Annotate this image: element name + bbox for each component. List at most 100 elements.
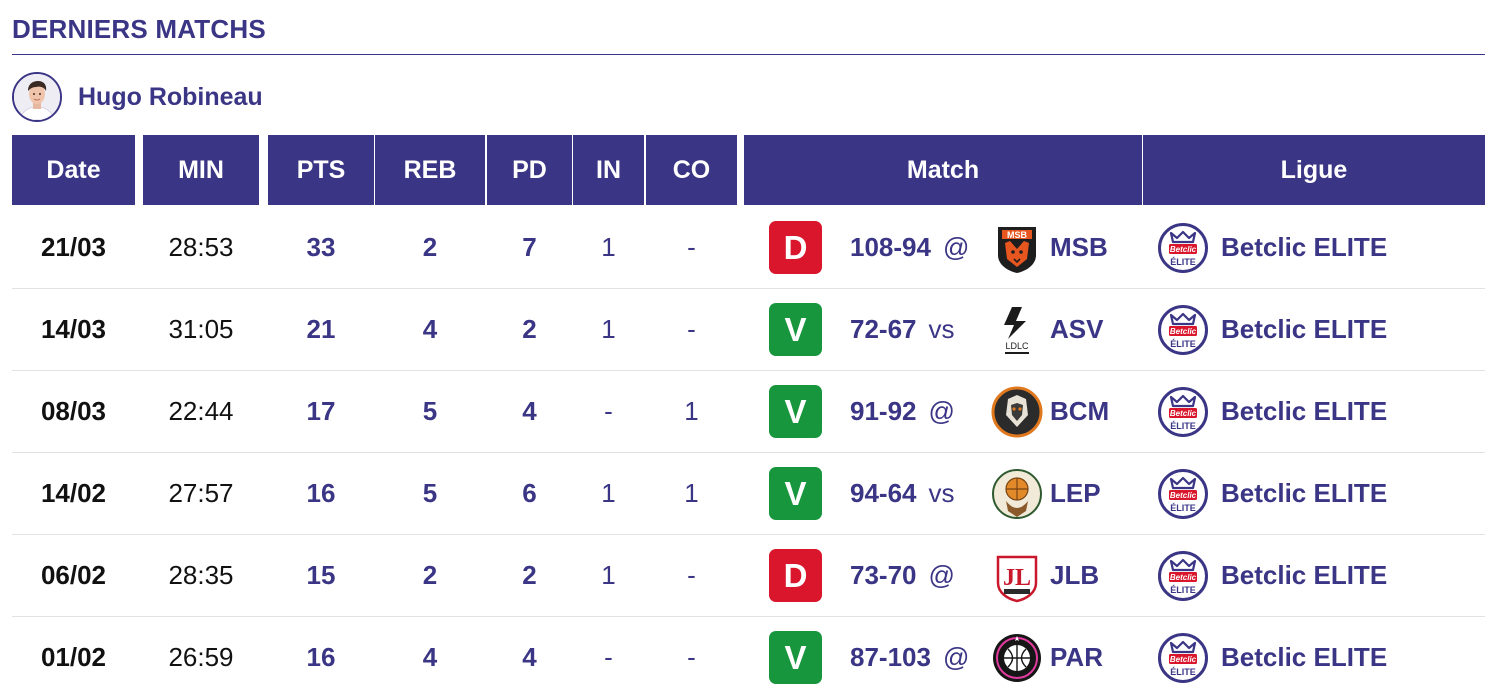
table-row[interactable]: 14/03 31:05 21 4 2 1- V 72-67 vs LDLC ASV Betclic ÉL… <box>12 289 1485 371</box>
bcm-team-logo-icon[interactable] <box>990 385 1044 439</box>
msb-team-logo-icon[interactable]: MSB <box>990 221 1044 275</box>
steals-cell: 1 <box>601 478 616 508</box>
minutes-cell: 22:44 <box>168 396 234 426</box>
betclic-elite-logo-icon[interactable]: Betclic ÉLITE <box>1157 222 1209 274</box>
league-name[interactable]: Betclic ELITE <box>1221 478 1388 508</box>
opponent-name[interactable]: ASV <box>1050 314 1104 344</box>
blocks-cell: - <box>687 560 696 590</box>
rebounds-cell: 4 <box>422 314 438 344</box>
match-score[interactable]: 72-67 vs <box>850 289 955 370</box>
svg-text:Betclic: Betclic <box>1170 491 1197 500</box>
table-row[interactable]: 06/02 28:35 15 2 2 1 - D 73-70 @ JL JLB Betclic ÉLITE… <box>12 535 1485 617</box>
column-header-min[interactable]: MIN <box>143 135 259 205</box>
score-text: 108-94 <box>850 232 931 262</box>
date-cell: 06/02 <box>40 560 107 590</box>
svg-text:Betclic: Betclic <box>1170 327 1197 336</box>
blocks-cell: - <box>687 642 696 672</box>
asvel-team-logo-icon[interactable]: LDLC <box>990 303 1044 357</box>
jlb-team-logo-icon[interactable]: JL <box>990 549 1044 603</box>
score-text: 91-92 <box>850 396 917 426</box>
opponent-name[interactable]: MSB <box>1050 232 1108 262</box>
table-row[interactable]: 21/03 28:53 33 2 7 1 - D 108-94 @ MSB MSB Betclic ÉLI… <box>12 207 1485 289</box>
venue-indicator: vs <box>928 314 955 344</box>
blocks-cell: - <box>687 314 696 344</box>
column-header-pts[interactable]: PTS <box>268 135 374 205</box>
avatar <box>12 72 62 122</box>
opponent-name[interactable]: BCM <box>1050 396 1110 426</box>
result-badge: V <box>769 385 822 438</box>
player-header[interactable]: Hugo Robineau <box>12 71 263 123</box>
blocks-cell: - <box>687 232 696 262</box>
table-row[interactable]: 08/03 22:44 17 5 4-1 V 91-92 @ BCM Betclic ÉLITE Be… <box>12 371 1485 453</box>
betclic-elite-logo-icon[interactable]: Betclic ÉLITE <box>1157 550 1209 602</box>
table-row[interactable]: 14/02 27:57 16 5 6 1 1 V 94-64 vs LEP Betclic ÉLITE B… <box>12 453 1485 535</box>
column-header-date[interactable]: Date <box>12 135 135 205</box>
betclic-elite-logo-icon[interactable]: Betclic ÉLITE <box>1157 468 1209 520</box>
column-header-reb[interactable]: REB <box>375 135 485 205</box>
betclic-elite-logo-icon[interactable]: Betclic ÉLITE <box>1157 304 1209 356</box>
date-cell: 21/03 <box>40 232 107 262</box>
venue-indicator: @ <box>928 396 955 426</box>
venue-indicator: @ <box>942 642 970 672</box>
opponent-name[interactable]: PAR <box>1050 642 1103 672</box>
svg-text:ÉLITE: ÉLITE <box>1170 257 1196 267</box>
points-cell: 15 <box>306 560 336 590</box>
rebounds-cell: 4 <box>422 642 438 672</box>
points-cell: 21 <box>306 314 336 344</box>
assists-cell: 4 <box>522 642 537 672</box>
match-score[interactable]: 87-103 @ <box>850 617 969 698</box>
venue-indicator: @ <box>942 232 970 262</box>
result-badge: D <box>769 221 822 274</box>
steals-cell: 1 <box>601 232 616 262</box>
minutes-cell: 31:05 <box>168 314 234 344</box>
svg-text:ÉLITE: ÉLITE <box>1170 421 1196 431</box>
minutes-cell: 28:53 <box>168 232 234 262</box>
svg-text:ÉLITE: ÉLITE <box>1170 339 1196 349</box>
league-name[interactable]: Betclic ELITE <box>1221 560 1388 590</box>
lep-team-logo-icon[interactable] <box>990 467 1044 521</box>
score-text: 94-64 <box>850 478 917 508</box>
rebounds-cell: 5 <box>422 478 438 508</box>
svg-text:Betclic: Betclic <box>1170 655 1197 664</box>
betclic-elite-logo-icon[interactable]: Betclic ÉLITE <box>1157 386 1209 438</box>
score-text: 73-70 <box>850 560 917 590</box>
column-header-in[interactable]: IN <box>573 135 644 205</box>
league-name[interactable]: Betclic ELITE <box>1221 642 1388 672</box>
betclic-elite-logo-icon[interactable]: Betclic ÉLITE <box>1157 632 1209 684</box>
steals-cell: - <box>604 396 613 426</box>
svg-text:ÉLITE: ÉLITE <box>1170 585 1196 595</box>
steals-cell: 1 <box>601 560 616 590</box>
rebounds-cell: 5 <box>422 396 438 426</box>
par-team-logo-icon[interactable] <box>990 631 1044 685</box>
column-header-pd[interactable]: PD <box>487 135 572 205</box>
svg-text:LDLC: LDLC <box>1005 341 1029 351</box>
matches-table: 21/03 28:53 33 2 7 1 - D 108-94 @ MSB MSB Betclic ÉLI… <box>12 207 1485 699</box>
date-cell: 01/02 <box>40 642 107 672</box>
match-score[interactable]: 73-70 @ <box>850 535 955 616</box>
column-header-ligue[interactable]: Ligue <box>1143 135 1485 205</box>
player-name[interactable]: Hugo Robineau <box>78 82 263 111</box>
date-cell: 14/03 <box>40 314 107 344</box>
match-score[interactable]: 108-94 @ <box>850 207 969 288</box>
league-name[interactable]: Betclic ELITE <box>1221 396 1388 426</box>
venue-indicator: vs <box>928 478 955 508</box>
points-cell: 16 <box>306 478 336 508</box>
assists-cell: 2 <box>522 314 537 344</box>
match-score[interactable]: 94-64 vs <box>850 453 955 534</box>
table-row[interactable]: 01/02 26:59 16 4 4- - V 87-103 @ PAR Betclic ÉLITE B… <box>12 617 1485 699</box>
venue-indicator: @ <box>928 560 955 590</box>
league-name[interactable]: Betclic ELITE <box>1221 314 1388 344</box>
match-score[interactable]: 91-92 @ <box>850 371 955 452</box>
svg-text:Betclic: Betclic <box>1170 573 1197 582</box>
column-header-co[interactable]: CO <box>646 135 737 205</box>
column-header-match[interactable]: Match <box>744 135 1142 205</box>
assists-cell: 7 <box>522 232 537 262</box>
opponent-name[interactable]: JLB <box>1050 560 1100 590</box>
svg-text:ÉLITE: ÉLITE <box>1170 503 1196 513</box>
minutes-cell: 27:57 <box>168 478 234 508</box>
points-cell: 17 <box>306 396 336 426</box>
opponent-name[interactable]: LEP <box>1050 478 1101 508</box>
league-name[interactable]: Betclic ELITE <box>1221 232 1388 262</box>
svg-text:Betclic: Betclic <box>1170 409 1197 418</box>
minutes-cell: 26:59 <box>168 642 234 672</box>
